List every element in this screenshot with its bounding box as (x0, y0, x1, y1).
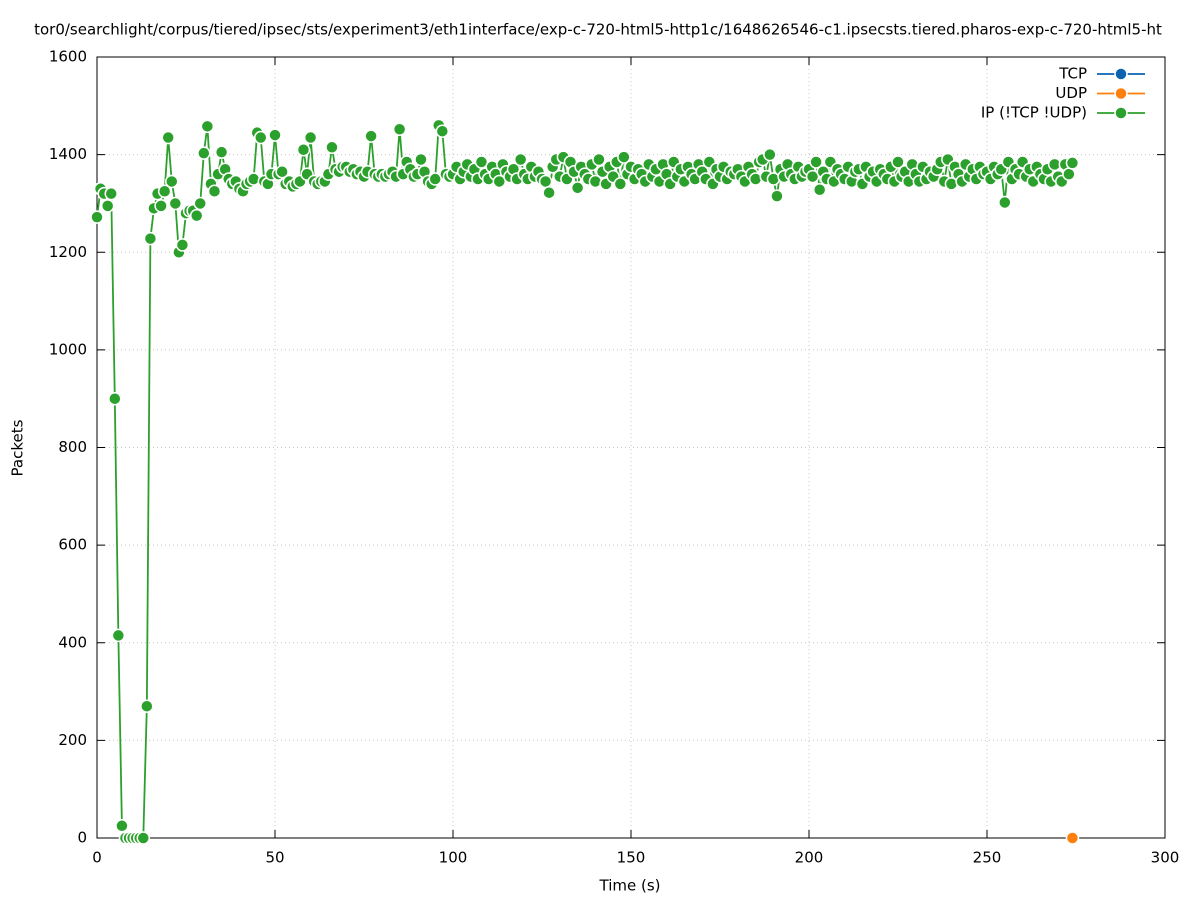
legend-label: TCP (1058, 65, 1087, 83)
data-point (303, 130, 318, 145)
x-tick-label: 250 (973, 849, 1002, 867)
y-axis-label: Packets (9, 419, 27, 476)
data-point (165, 174, 179, 189)
y-tick-label: 600 (58, 536, 87, 554)
data-point (90, 210, 104, 224)
data-point (364, 129, 378, 143)
chart-title: tor0/searchlight/corpus/tiered/ipsec/sts… (34, 21, 1162, 39)
data-point (108, 391, 122, 406)
data-point (100, 199, 115, 213)
x-tick-label: 0 (92, 849, 102, 867)
series (90, 118, 1080, 845)
data-point (805, 169, 820, 184)
data-point (474, 155, 489, 169)
legend-marker (1114, 67, 1128, 81)
data-point (428, 172, 442, 186)
legend-label: IP (!TCP !UDP) (981, 104, 1087, 122)
data-point (193, 196, 207, 211)
legend-marker (1114, 106, 1128, 120)
data-point (136, 831, 151, 845)
y-tick-label: 1400 (49, 145, 87, 163)
data-point (891, 155, 905, 169)
data-point (197, 146, 211, 160)
data-point (998, 195, 1012, 210)
y-tick-label: 0 (77, 829, 87, 847)
y-tick-label: 1600 (49, 48, 87, 66)
data-point (115, 819, 129, 833)
data-point (154, 199, 168, 213)
y-tick-label: 1200 (49, 243, 87, 261)
data-point (175, 238, 190, 252)
data-point (214, 145, 229, 159)
data-point (492, 174, 507, 189)
x-tick-label: 200 (795, 849, 824, 867)
series (1065, 831, 1080, 845)
x-axis-label: Time (s) (599, 877, 661, 895)
data-point (254, 130, 268, 145)
data-point (161, 130, 175, 145)
y-tick-label: 800 (58, 438, 87, 456)
data-point (414, 152, 428, 167)
data-point (104, 186, 118, 201)
data-point (1065, 156, 1080, 170)
x-tick-label: 150 (617, 849, 646, 867)
data-point (207, 184, 222, 198)
data-point (617, 150, 631, 164)
x-tick-label: 50 (265, 849, 284, 867)
data-point (809, 155, 823, 169)
data-point (111, 628, 126, 643)
data-point (570, 181, 585, 195)
data-point (1065, 831, 1080, 845)
y-tick-label: 1000 (49, 340, 87, 358)
data-point (812, 183, 827, 197)
data-point (763, 147, 777, 162)
series-line (96, 122, 1074, 839)
data-point (157, 184, 172, 198)
data-point (296, 142, 311, 157)
data-point (268, 128, 282, 142)
data-point (513, 152, 528, 167)
data-point (435, 124, 450, 138)
y-tick-label: 200 (58, 731, 87, 749)
data-point (592, 152, 606, 167)
data-point (542, 185, 556, 200)
data-point (200, 119, 215, 134)
data-point (189, 208, 204, 223)
x-tick-label: 300 (1151, 849, 1180, 867)
data-point (168, 196, 183, 211)
data-point (325, 140, 339, 155)
data-point (613, 177, 628, 191)
data-point (538, 174, 553, 189)
data-point (140, 699, 154, 713)
legend-label: UDP (1055, 84, 1087, 102)
plot-border (96, 56, 1166, 839)
data-point (275, 164, 289, 179)
data-point (1062, 167, 1076, 181)
legend-marker (1114, 86, 1128, 101)
data-point (143, 231, 158, 246)
y-tick-label: 400 (58, 633, 87, 651)
data-point (770, 189, 784, 203)
data-point (392, 122, 407, 136)
x-tick-label: 100 (439, 849, 468, 867)
